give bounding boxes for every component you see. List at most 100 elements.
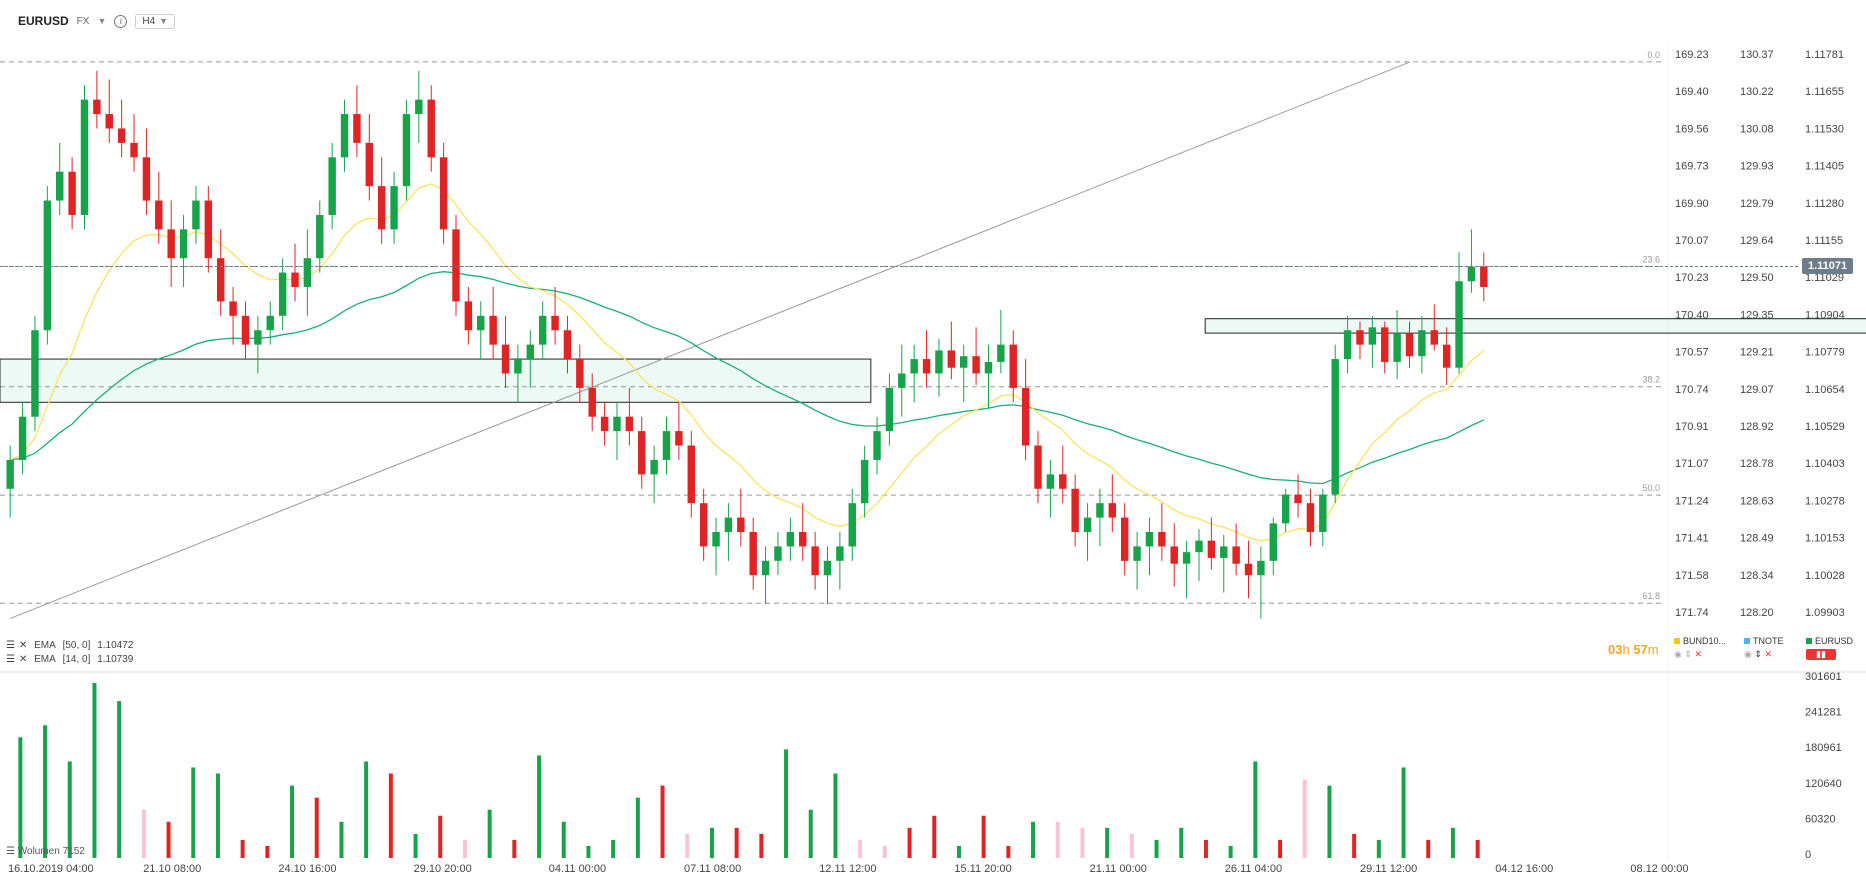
price-axis-main-tick: 1.10529 — [1805, 421, 1845, 433]
volume-indicator-label[interactable]: ☰ Wolumen 7152 — [6, 846, 85, 857]
candle-body — [910, 359, 918, 374]
candle-body — [885, 387, 894, 432]
instrument-bund[interactable]: BUND10... ◉ ⇕ ✕ — [1674, 636, 1726, 660]
volume-bar — [215, 773, 220, 858]
price-axis-tnote-tick: 128.20 — [1740, 607, 1774, 619]
candle-body — [1418, 330, 1426, 357]
instrument-name: TNOTE — [1753, 636, 1784, 646]
price-axis-bund-tick: 170.74 — [1675, 384, 1709, 396]
timer-hours-unit: h — [1622, 642, 1630, 657]
candle-body — [501, 344, 510, 374]
candle-body — [452, 229, 460, 302]
volume-bar — [635, 797, 640, 858]
candle-body — [538, 315, 547, 345]
indicator-ema-50[interactable]: ☰ ✕ EMA [50, 0] 1.10472 — [6, 640, 137, 651]
candle-body — [1232, 546, 1240, 564]
price-axis-bund-tick: 170.40 — [1675, 309, 1709, 321]
sort-icon: ⇕ — [1754, 649, 1762, 659]
instrument-type-button[interactable]: ▮▮ — [1806, 649, 1853, 660]
chevron-down-icon[interactable]: ▼ — [97, 16, 107, 26]
candle-body — [1455, 281, 1463, 368]
time-axis-tick: 29.10 20:00 — [414, 863, 472, 875]
instrument-tnote[interactable]: TNOTE ◉ ⇕ ✕ — [1744, 636, 1784, 660]
volume-axis-tick: 0 — [1805, 849, 1811, 861]
close-icon[interactable]: ✕ — [18, 654, 28, 665]
volume-bar — [759, 833, 764, 858]
timeframe-select[interactable]: H4 ▼ — [135, 13, 176, 29]
price-axis-tnote-tick: 129.07 — [1740, 384, 1774, 396]
volume-bar — [1228, 845, 1233, 858]
candle-body — [1009, 344, 1017, 388]
price-axis-main-tick: 1.11530 — [1805, 123, 1844, 135]
candle-body — [216, 258, 225, 302]
candle-body — [390, 186, 398, 230]
candle-body — [724, 517, 733, 532]
candle-body — [241, 315, 250, 345]
candle-body — [947, 350, 956, 368]
time-axis-tick: 29.11 12:00 — [1360, 863, 1417, 875]
volume-bar — [92, 683, 97, 858]
volume-bar — [561, 821, 566, 858]
candle-body — [291, 272, 299, 287]
fib-level-label: 38.2 — [1642, 375, 1660, 385]
price-axis-tnote-tick: 128.78 — [1740, 458, 1774, 470]
instrument-controls[interactable]: ◉ ⇕ ✕ — [1744, 649, 1784, 660]
price-axis-main-tick: 1.10278 — [1805, 495, 1845, 507]
timeframe-value: H4 — [142, 15, 156, 27]
price-axis-tnote-tick: 129.50 — [1740, 272, 1774, 284]
indicator-menu-icon: ☰ — [6, 846, 15, 857]
candle-body — [1269, 523, 1278, 561]
price-axis-tnote-tick: 128.92 — [1740, 421, 1774, 433]
candle-body — [1294, 494, 1302, 504]
volume-bar — [364, 761, 369, 858]
price-axis-tnote-tick: 128.34 — [1740, 570, 1774, 582]
volume-bar — [413, 833, 418, 858]
price-axis-main-tick: 1.09903 — [1805, 607, 1845, 619]
price-axis-bund-tick: 171.74 — [1675, 607, 1709, 619]
candle-countdown: 03h 57m — [1608, 642, 1659, 657]
close-icon[interactable]: ✕ — [18, 640, 28, 651]
volume-bar — [882, 845, 887, 858]
instrument-controls[interactable]: ◉ ⇕ ✕ — [1674, 649, 1726, 660]
candle-body — [278, 272, 287, 316]
volume-axis-tick: 60320 — [1805, 813, 1836, 825]
info-icon[interactable]: i — [114, 14, 128, 28]
candle-body — [93, 99, 101, 115]
candle-body — [1071, 488, 1079, 532]
candle-body — [786, 532, 795, 547]
volume-bar — [117, 701, 122, 858]
price-axis-bund-tick: 169.73 — [1675, 161, 1709, 173]
volume-bar — [512, 839, 517, 858]
volume-bar — [1450, 827, 1455, 858]
candle-body — [848, 503, 856, 547]
candle-body — [563, 330, 572, 360]
candle-body — [117, 128, 126, 143]
volume-value: 7152 — [62, 846, 85, 857]
candle-body — [922, 359, 931, 374]
candle-body — [1368, 327, 1377, 345]
volume-bar — [191, 767, 196, 858]
volume-bar — [1253, 761, 1258, 858]
indicator-ema-14[interactable]: ☰ ✕ EMA [14, 0] 1.10739 — [6, 654, 137, 665]
volume-bar — [784, 749, 789, 858]
indicator-menu-icon[interactable]: ☰ — [6, 654, 15, 665]
time-axis-tick: 04.11 00:00 — [549, 863, 606, 875]
symbol-name[interactable]: EURUSD — [18, 14, 69, 28]
price-axis-tnote-tick: 129.93 — [1740, 161, 1774, 173]
candle-body — [1170, 546, 1178, 564]
volume-bar — [1203, 839, 1208, 858]
volume-bar — [1475, 839, 1480, 858]
candle-body — [1158, 532, 1166, 547]
volume-bar — [1327, 785, 1332, 858]
instrument-eurusd[interactable]: EURUSD ▮▮ — [1806, 636, 1853, 660]
candle-body — [823, 560, 832, 576]
candle-body — [365, 142, 374, 187]
chart-header: EURUSD FX ▼ i H4 ▼ — [0, 0, 1866, 42]
volume-bar — [685, 833, 690, 858]
candle-body — [1182, 552, 1191, 564]
candle-body — [959, 356, 968, 368]
candle-body — [1220, 546, 1228, 558]
volume-axis-tick: 120640 — [1805, 778, 1842, 790]
indicator-menu-icon[interactable]: ☰ — [6, 640, 15, 651]
